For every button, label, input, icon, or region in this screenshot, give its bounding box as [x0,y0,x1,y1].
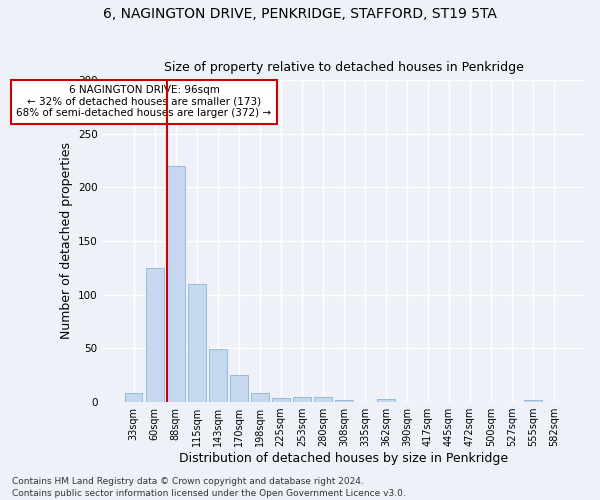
Y-axis label: Number of detached properties: Number of detached properties [59,142,73,340]
Bar [293,396,311,402]
X-axis label: Distribution of detached houses by size in Penkridge: Distribution of detached houses by size … [179,452,508,465]
Bar [209,350,227,402]
Text: Contains HM Land Registry data © Crown copyright and database right 2024.
Contai: Contains HM Land Registry data © Crown c… [12,476,406,498]
Bar [272,398,290,402]
Bar [167,166,185,402]
Bar [335,400,353,402]
Title: Size of property relative to detached houses in Penkridge: Size of property relative to detached ho… [164,62,524,74]
Bar [377,399,395,402]
Bar [524,400,542,402]
Bar [188,284,206,402]
Bar [230,375,248,402]
Bar [146,268,164,402]
Bar [314,396,332,402]
Text: 6 NAGINGTON DRIVE: 96sqm
← 32% of detached houses are smaller (173)
68% of semi-: 6 NAGINGTON DRIVE: 96sqm ← 32% of detach… [16,85,272,118]
Bar [251,394,269,402]
Text: 6, NAGINGTON DRIVE, PENKRIDGE, STAFFORD, ST19 5TA: 6, NAGINGTON DRIVE, PENKRIDGE, STAFFORD,… [103,8,497,22]
Bar [125,394,142,402]
